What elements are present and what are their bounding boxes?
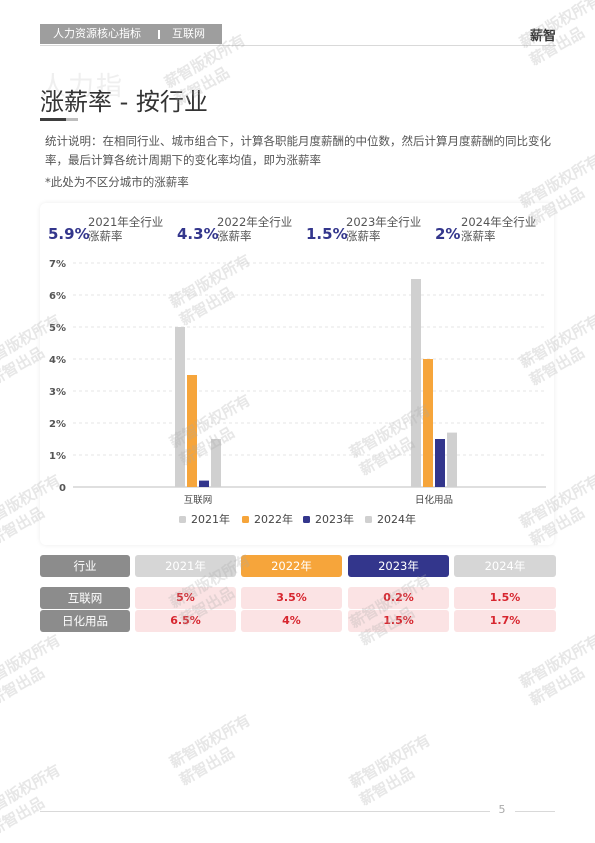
stat-note: *此处为不区分城市的涨薪率: [45, 175, 189, 189]
kpi-label-line1: 2021年全行业: [88, 215, 164, 229]
ghost-title: 人力指: [40, 72, 125, 102]
y-tick-label: 5%: [49, 323, 66, 334]
kpi-label-line1: 2022年全行业: [217, 215, 293, 229]
page-number: 5: [498, 803, 506, 816]
row-value-2023: 0.2%: [348, 587, 449, 609]
section-tag-industry: 互联网: [172, 27, 205, 40]
table-header-2022: 2022年: [241, 555, 342, 577]
legend-label: 2023年: [315, 512, 354, 526]
kpi-label: 2022年全行业 涨薪率: [217, 215, 292, 243]
stat-description: 统计说明：在相同行业、城市组合下，计算各职能月度薪酬的中位数，然后计算月度薪酬的…: [45, 134, 551, 167]
kpi-value: 4.3%: [177, 225, 219, 243]
table-header-industry: 行业: [40, 555, 130, 577]
footer-divider: [40, 811, 490, 812]
row-value-2024: 1.7%: [454, 610, 556, 632]
table-header-2024: 2024年: [454, 555, 556, 577]
footer-divider-right: [515, 811, 555, 812]
bar: [211, 439, 221, 487]
title-underline-accent: [66, 118, 78, 121]
bar: [447, 432, 457, 487]
watermark-line2: 薪智出品: [0, 663, 48, 709]
row-value-2021: 6.5%: [135, 610, 236, 632]
bar: [175, 327, 185, 487]
top-bar: 人力资源核心指标 互联网 薪智: [40, 24, 556, 46]
watermark-line1: 薪智版权所有: [516, 631, 595, 692]
y-tick-label: 2%: [49, 419, 66, 430]
watermark-line1: 薪智版权所有: [0, 761, 64, 822]
kpi-label: 2021年全行业 涨薪率: [88, 215, 163, 243]
watermark: 薪智版权所有 薪智出品: [0, 760, 74, 840]
legend-swatch: [303, 516, 310, 523]
watermark: 薪智版权所有 薪智出品: [516, 630, 595, 710]
row-value-2022: 3.5%: [241, 587, 342, 609]
x-tick-label: 互联网: [184, 495, 213, 506]
watermark-line1: 薪智版权所有: [166, 711, 254, 772]
y-tick-label: 3%: [49, 387, 66, 398]
kpi-label-line2: 涨薪率: [217, 229, 252, 243]
x-tick-label: 日化用品: [415, 494, 453, 506]
bar: [435, 439, 445, 487]
row-value-2021: 5%: [135, 587, 236, 609]
legend-swatch: [179, 516, 186, 523]
table-header: 行业 2021年 2022年 2023年 2024年: [40, 555, 556, 577]
watermark-line2: 薪智出品: [0, 793, 48, 839]
watermark-line2: 薪智出品: [356, 763, 418, 809]
legend-label: 2022年: [254, 512, 293, 526]
title-underline: [40, 118, 66, 121]
chart-card: 5.9% 2021年全行业 涨薪率 4.3% 2022年全行业 涨薪率 1.5%…: [40, 203, 554, 545]
legend-label: 2024年: [377, 512, 416, 526]
table-header-2021: 2021年: [135, 555, 236, 577]
section-tag: 人力资源核心指标 互联网: [40, 24, 222, 44]
watermark-line1: 薪智版权所有: [0, 631, 64, 692]
legend-label: 2021年: [191, 512, 230, 526]
watermark-line2: 薪智出品: [176, 743, 238, 789]
tag-separator: [158, 30, 160, 39]
watermark-line2: 薪智出品: [526, 663, 588, 709]
bar: [423, 359, 433, 487]
bar: [187, 375, 197, 487]
table-row: 日化用品 6.5% 4% 1.5% 1.7%: [40, 610, 556, 632]
kpi-value: 1.5%: [306, 225, 348, 243]
bar: [199, 480, 209, 487]
kpi-label-line1: 2023年全行业: [346, 215, 422, 229]
row-label: 日化用品: [40, 610, 130, 632]
kpi-label: 2023年全行业 涨薪率: [346, 215, 421, 243]
watermark-line1: 薪智版权所有: [346, 731, 434, 792]
kpi-value: 5.9%: [48, 225, 90, 243]
kpi-label-line2: 涨薪率: [346, 229, 381, 243]
brand-name: 薪智: [529, 29, 556, 44]
watermark: 薪智版权所有 薪智出品: [346, 730, 444, 810]
y-tick-label: 0: [59, 483, 66, 494]
kpi-value: 2%: [435, 225, 461, 243]
bar: [411, 279, 421, 487]
row-value-2023: 1.5%: [348, 610, 449, 632]
row-value-2024: 1.5%: [454, 587, 556, 609]
page-title: 涨薪率 - 按行业: [40, 88, 208, 116]
kpi-label-line1: 2024年全行业: [461, 215, 537, 229]
y-tick-label: 4%: [49, 355, 66, 366]
section-tag-label: 人力资源核心指标: [53, 27, 141, 40]
legend-swatch: [365, 516, 372, 523]
y-tick-label: 7%: [49, 259, 66, 270]
table-header-2023: 2023年: [348, 555, 449, 577]
y-tick-label: 1%: [49, 451, 66, 462]
legend-swatch: [242, 516, 249, 523]
y-tick-label: 6%: [49, 291, 66, 302]
watermark: 薪智版权所有 薪智出品: [166, 710, 264, 790]
table-row: 互联网 5% 3.5% 0.2% 1.5%: [40, 587, 556, 609]
watermark: 薪智版权所有 薪智出品: [0, 630, 74, 710]
kpi-label-line2: 涨薪率: [461, 229, 496, 243]
bar-chart: 0 1% 2% 3% 4% 5% 6% 7% 互联网 日化用品 2021年 2022年 2023年 202…: [49, 259, 546, 526]
kpi-label: 2024年全行业 涨薪率: [461, 215, 536, 243]
row-label: 互联网: [40, 587, 130, 609]
kpi-label-line2: 涨薪率: [88, 229, 123, 243]
row-value-2022: 4%: [241, 610, 342, 632]
